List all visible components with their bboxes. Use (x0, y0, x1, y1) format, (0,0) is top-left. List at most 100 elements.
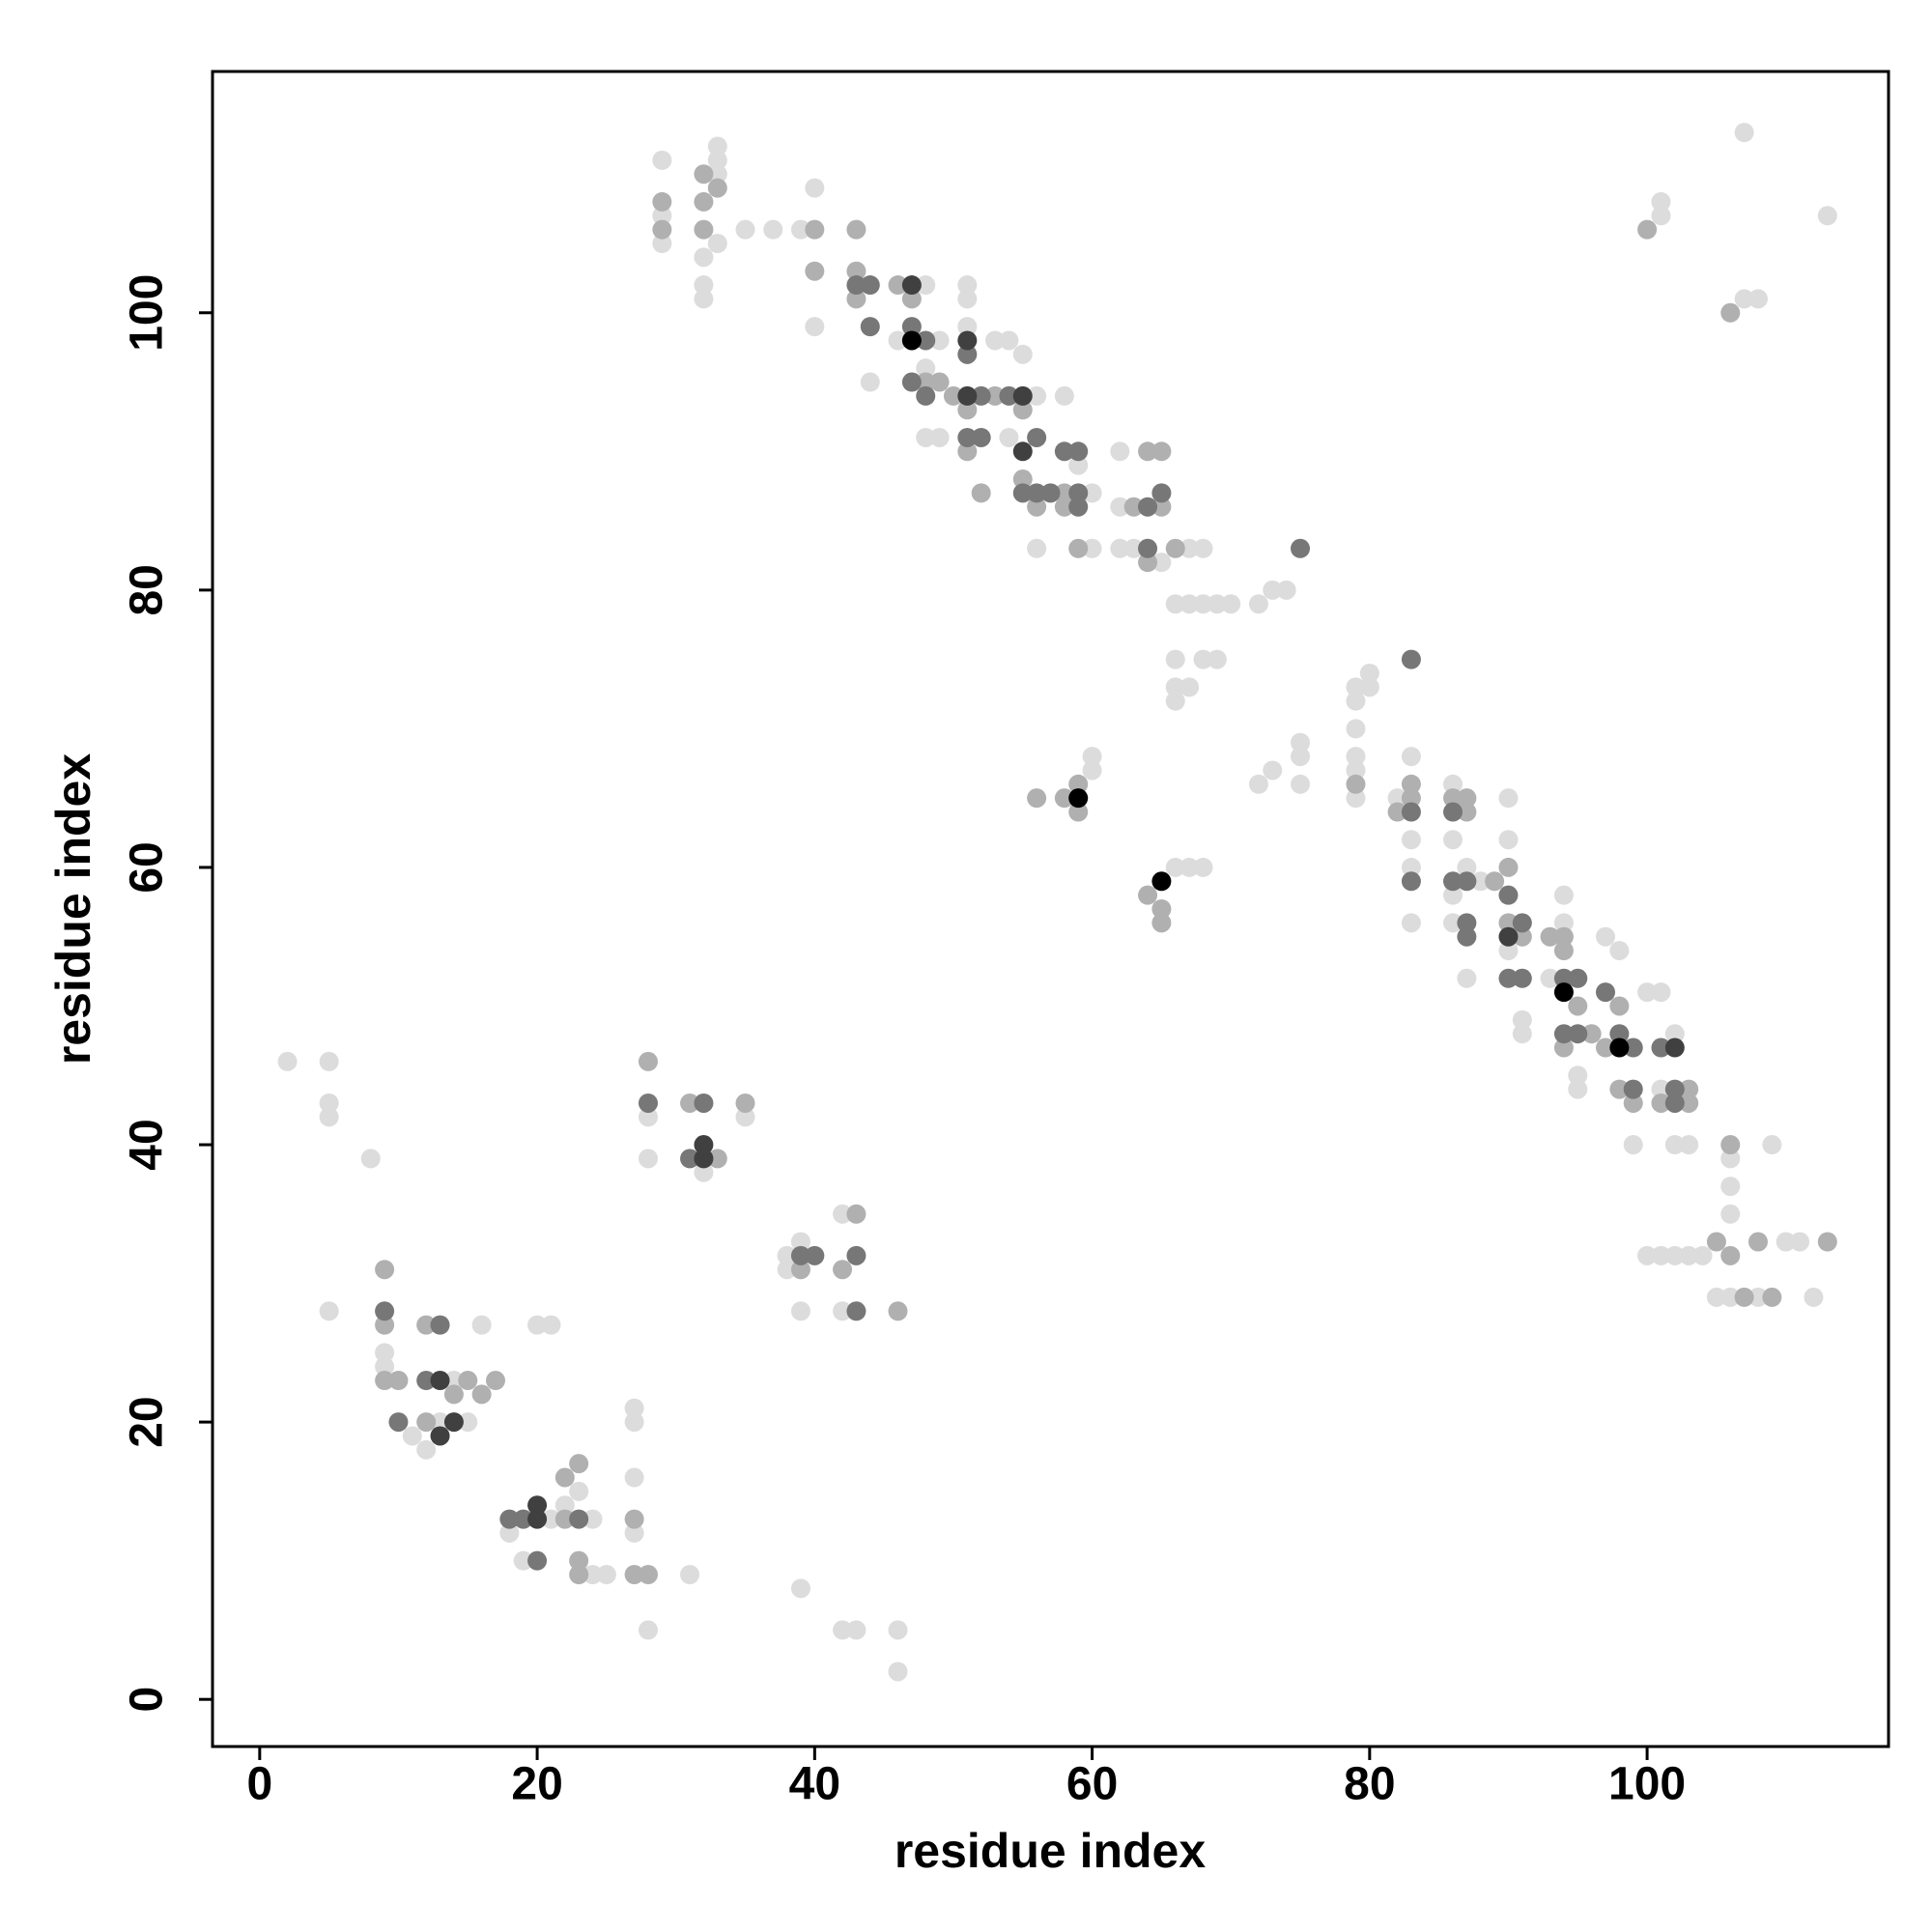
plot-frame (211, 70, 1890, 1748)
point (1734, 1287, 1754, 1307)
point (652, 191, 672, 212)
point (1609, 996, 1630, 1016)
point (596, 1565, 616, 1585)
point (1457, 857, 1477, 877)
point (527, 1495, 548, 1516)
point (957, 289, 978, 309)
point (1207, 649, 1227, 669)
point (1401, 774, 1421, 794)
point (1165, 677, 1185, 697)
point (901, 330, 922, 351)
point (1401, 830, 1421, 850)
point (1443, 913, 1463, 933)
point (888, 275, 908, 296)
point (1637, 1245, 1658, 1265)
point (999, 385, 1019, 406)
point (1221, 594, 1241, 614)
x-tick-label: 0 (246, 1759, 272, 1810)
x-tick-label: 80 (1344, 1759, 1395, 1810)
point (1457, 968, 1477, 988)
point (680, 1565, 700, 1585)
point (901, 317, 922, 337)
point (319, 1051, 339, 1071)
point (1401, 788, 1421, 809)
point (1512, 1024, 1532, 1044)
point (971, 385, 991, 406)
point (805, 317, 825, 337)
point (1651, 191, 1671, 212)
point (1068, 455, 1089, 475)
point (1179, 857, 1200, 877)
point (1138, 441, 1158, 462)
y-tick-label: 100 (122, 274, 173, 352)
x-axis-label: residue index (895, 1824, 1207, 1878)
point (1193, 857, 1213, 877)
point (805, 1245, 825, 1265)
point (694, 275, 714, 296)
point (652, 219, 672, 240)
point (1138, 497, 1158, 517)
point (1664, 1135, 1685, 1155)
point (1457, 788, 1477, 809)
point (1512, 913, 1532, 933)
point (1817, 1232, 1837, 1252)
point (1387, 802, 1407, 822)
point (957, 344, 978, 364)
point (1651, 1079, 1671, 1099)
point (943, 385, 963, 406)
point (638, 1620, 658, 1640)
point (430, 1426, 450, 1446)
point (624, 1509, 644, 1529)
point (1720, 1177, 1741, 1197)
point (1443, 788, 1463, 809)
point (1498, 913, 1519, 933)
y-tick-label: 40 (122, 1119, 173, 1170)
point (777, 1260, 797, 1280)
point (1553, 885, 1574, 905)
point (1581, 1024, 1602, 1044)
point (1553, 968, 1574, 988)
point (1248, 594, 1268, 614)
point (1068, 538, 1089, 558)
point (707, 233, 727, 253)
point (901, 275, 922, 296)
point (569, 1454, 589, 1474)
point (888, 1301, 908, 1321)
point (1346, 677, 1366, 697)
point (375, 1301, 395, 1321)
point (957, 427, 978, 447)
point (1457, 926, 1477, 947)
point (1082, 538, 1102, 558)
point (1054, 385, 1074, 406)
point (1664, 1245, 1685, 1265)
point (1110, 441, 1130, 462)
point (1082, 760, 1102, 781)
point (1679, 1093, 1699, 1113)
point (527, 1315, 548, 1335)
point (1553, 926, 1574, 947)
x-tick-label: 60 (1066, 1759, 1118, 1810)
point (1248, 774, 1268, 794)
point (430, 1315, 450, 1335)
point (1553, 941, 1574, 961)
point (1193, 649, 1213, 669)
point (1193, 594, 1213, 614)
point (1470, 871, 1491, 892)
point (1762, 1287, 1782, 1307)
point (916, 275, 936, 296)
point (1082, 483, 1102, 503)
point (1568, 1079, 1588, 1099)
point (1498, 885, 1519, 905)
point (1054, 483, 1074, 503)
point (957, 275, 978, 296)
point (860, 275, 880, 296)
point (1679, 1135, 1699, 1155)
point (1609, 1024, 1630, 1044)
point (360, 1149, 381, 1169)
point (916, 358, 936, 379)
point (1151, 899, 1172, 919)
point (1651, 1093, 1671, 1113)
point (1359, 677, 1379, 697)
point (1359, 663, 1379, 683)
point (1512, 926, 1532, 947)
